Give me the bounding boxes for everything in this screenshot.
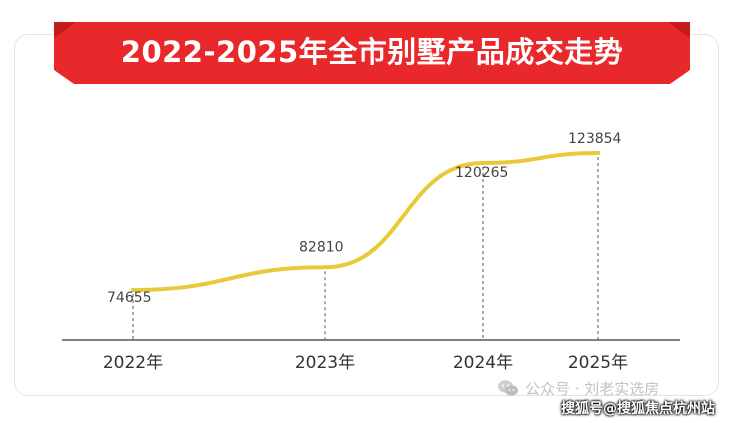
x-tick-label: 2023年 xyxy=(295,353,355,373)
data-point xyxy=(323,265,327,270)
data-label: 82810 xyxy=(299,239,344,255)
watermark: 公众号 · 刘老实选房 xyxy=(497,378,659,398)
data-label: 120265 xyxy=(455,165,508,181)
wechat-icon xyxy=(498,380,518,396)
data-point xyxy=(596,151,600,155)
title-banner: 2022-2025年全市别墅产品成交走势 xyxy=(52,12,692,88)
x-tick-label: 2025年 xyxy=(568,353,628,373)
chart-title: 2022-2025年全市别墅产品成交走势 xyxy=(120,35,624,69)
chart-card xyxy=(14,34,719,396)
data-label: 123854 xyxy=(568,131,622,147)
data-point xyxy=(481,160,485,165)
watermark-text: 公众号 · 刘老实选房 xyxy=(525,379,660,398)
x-tick-label: 2024年 xyxy=(453,353,513,373)
data-point xyxy=(131,288,135,292)
data-label: 74655 xyxy=(107,290,152,306)
x-tick-label: 2022年 xyxy=(103,353,163,373)
series-line xyxy=(131,151,600,292)
source-tag: 搜狐号@搜狐焦点杭州站 xyxy=(561,401,715,417)
banner-shape xyxy=(54,22,690,84)
